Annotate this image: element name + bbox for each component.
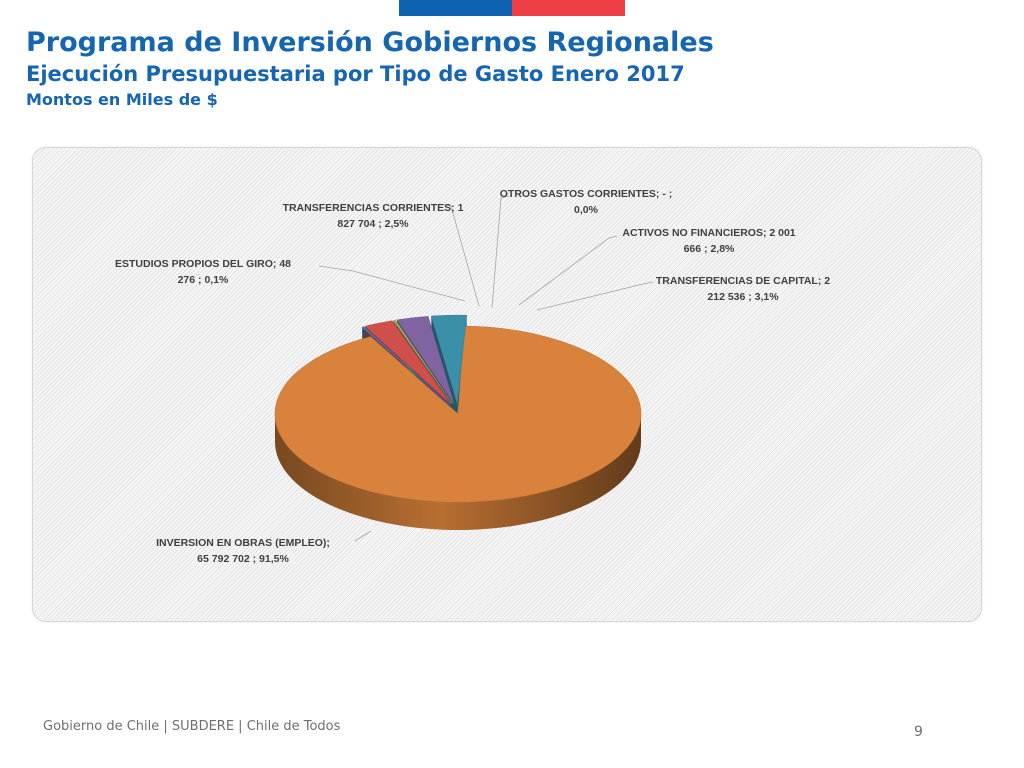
- pie-chart: INVERSION EN OBRAS (EMPLEO); 65 792 702 ;…: [115, 188, 830, 565]
- leader-line-2: [438, 203, 480, 307]
- leader-line-1: [318, 265, 466, 302]
- footer-text: Gobierno de Chile | SUBDERE | Chile de T…: [43, 719, 341, 734]
- leader-line-0: [354, 530, 372, 542]
- leader-line-3: [491, 195, 510, 309]
- data-label-4: ACTIVOS NO FINANCIEROS; 2 001 666 ; 2,8%: [622, 227, 795, 255]
- pie-slice-estudios-propios-del-giro: [361, 326, 450, 405]
- flag-red-stripe: [512, 0, 625, 16]
- pie-slice-activos-no-financieros: [396, 316, 455, 404]
- pie-slice-otros-gastos-corrientes: [392, 319, 453, 404]
- slide-title: Programa de Inversión Gobiernos Regional…: [26, 27, 714, 58]
- data-label-0: INVERSION EN OBRAS (EMPLEO); 65 792 702 ;…: [156, 537, 330, 565]
- chart-panel: INVERSION EN OBRAS (EMPLEO); 65 792 702 ;…: [32, 147, 982, 622]
- pie-slice-transferencias-de-capital: [430, 314, 467, 404]
- data-label-1: ESTUDIOS PROPIOS DEL GIRO; 48 276 ; 0,1%: [115, 258, 291, 286]
- pie-slice-transferencias-corrientes: [364, 320, 452, 405]
- slide-subtitle: Ejecución Presupuestaria por Tipo de Gas…: [26, 62, 685, 86]
- data-label-5: TRANSFERENCIAS DE CAPITAL; 2 212 536 ; 3,…: [656, 275, 830, 303]
- data-label-2: TRANSFERENCIAS CORRIENTES; 1 827 704 ; 2,…: [283, 202, 464, 230]
- leader-line-5: [536, 281, 654, 311]
- page-number: 9: [914, 724, 923, 740]
- leader-line-4: [518, 235, 618, 306]
- pie-side-0: [275, 414, 641, 530]
- units-note: Montos en Miles de $: [26, 90, 218, 109]
- pie-slice-inversion-en-obras-empleo-: [274, 325, 642, 503]
- data-label-3: OTROS GASTOS CORRIENTES; - ; 0,0%: [500, 188, 672, 216]
- flag-blue-stripe: [399, 0, 512, 16]
- title-block: Programa de Inversión Gobiernos Regional…: [26, 26, 714, 112]
